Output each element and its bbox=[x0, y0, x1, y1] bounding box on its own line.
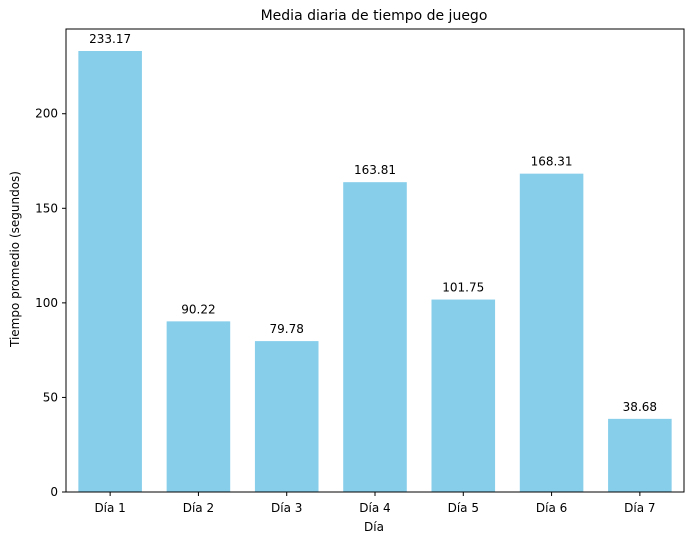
x-tick-label: Día 5 bbox=[448, 501, 479, 515]
data-label: 101.75 bbox=[442, 281, 484, 295]
x-tick-label: Día 2 bbox=[183, 501, 214, 515]
y-tick-label: 100 bbox=[35, 296, 58, 310]
x-tick-label: Día 1 bbox=[94, 501, 125, 515]
bar bbox=[78, 50, 142, 493]
x-tick-label: Día 4 bbox=[359, 501, 390, 515]
y-tick-label: 150 bbox=[35, 201, 58, 215]
bar bbox=[343, 182, 407, 492]
bar bbox=[608, 418, 672, 492]
y-tick-label: 50 bbox=[43, 390, 58, 404]
data-label: 163.81 bbox=[354, 163, 396, 177]
x-tick-label: Día 7 bbox=[624, 501, 655, 515]
data-label: 90.22 bbox=[181, 302, 215, 316]
x-tick-label: Día 3 bbox=[271, 501, 302, 515]
bar bbox=[431, 299, 496, 492]
y-tick-label: 0 bbox=[50, 485, 58, 499]
data-label: 38.68 bbox=[623, 400, 657, 414]
x-tick-label: Día 6 bbox=[536, 501, 567, 515]
bar bbox=[166, 321, 231, 492]
y-tick-label: 200 bbox=[35, 107, 58, 121]
bar bbox=[519, 173, 584, 492]
x-axis-label: Día bbox=[364, 520, 384, 534]
data-label: 168.31 bbox=[531, 155, 573, 169]
plot-area: 233.17 Día 1 90.22 Día 2 79.78 Día 3 163.81 Día… bbox=[35, 28, 685, 515]
data-label: 79.78 bbox=[270, 322, 304, 336]
data-label: 233.17 bbox=[89, 32, 131, 46]
bar bbox=[254, 341, 319, 492]
chart-title: Media diaria de tiempo de juego bbox=[261, 8, 488, 24]
axes-frame bbox=[65, 28, 685, 493]
y-axis-label: Tiempo promedio (segundos) bbox=[8, 171, 22, 348]
